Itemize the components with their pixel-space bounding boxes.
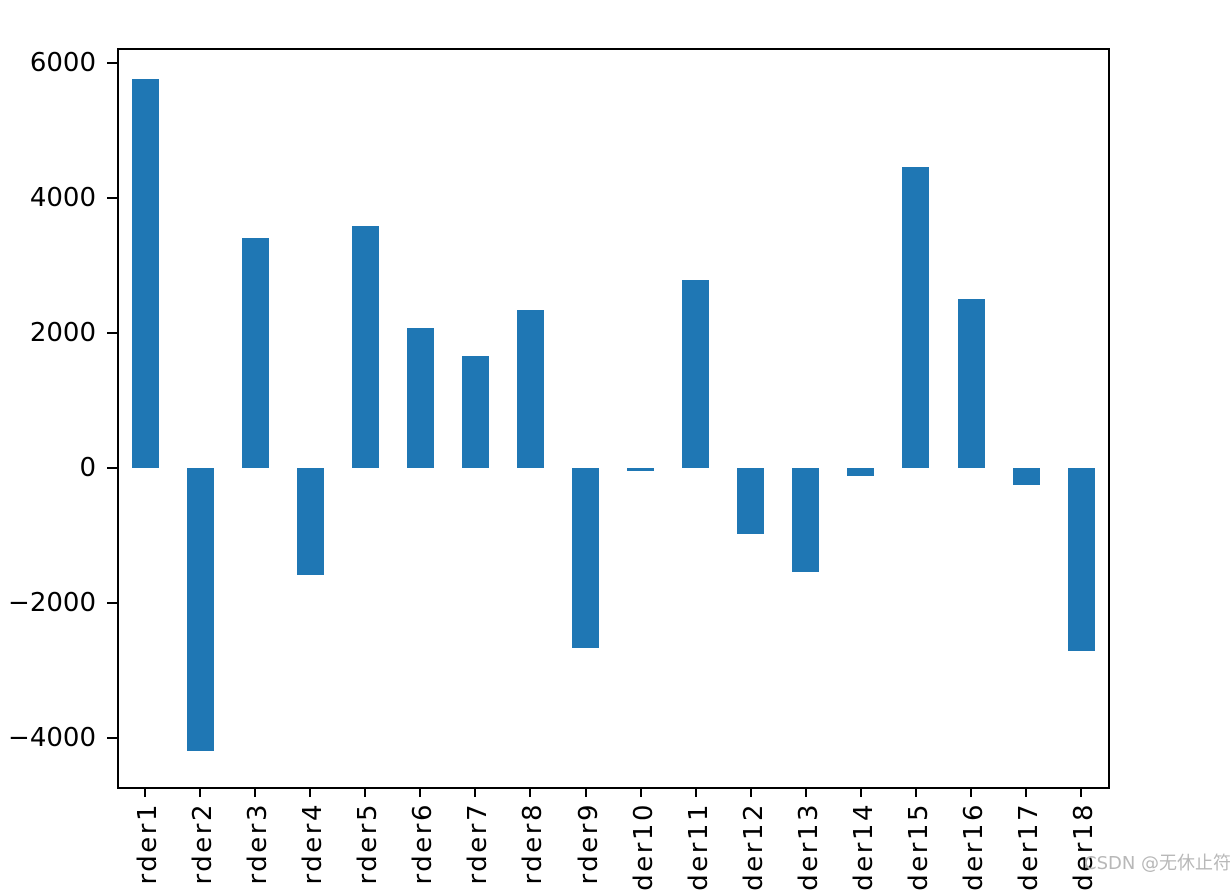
x-tick-rder7 <box>474 789 477 797</box>
x-tick-der18 <box>1080 789 1083 797</box>
y-tick-2000 <box>107 331 117 334</box>
x-tick-label-der16: der16 <box>959 802 990 891</box>
x-tick-label-rder4: rder4 <box>298 802 329 885</box>
x-tick-der12 <box>749 789 752 797</box>
x-tick-label-der15: der15 <box>903 802 934 891</box>
bar-rder5 <box>351 225 379 468</box>
x-tick-der17 <box>1025 789 1028 797</box>
x-tick-label-rder9: rder9 <box>573 802 604 885</box>
x-tick-rder1 <box>144 789 146 797</box>
bar-rder2 <box>186 467 214 752</box>
x-tick-der13 <box>804 789 807 797</box>
x-tick-rder8 <box>529 789 532 797</box>
bar-der17 <box>1012 467 1040 485</box>
x-tick-label-der17: der17 <box>1014 802 1045 891</box>
x-tick-label-der11: der11 <box>683 802 714 891</box>
y-tick-label--4000: −4000 <box>8 722 96 753</box>
y-tick-0 <box>107 466 117 469</box>
x-tick-rder5 <box>364 789 367 797</box>
bar-der12 <box>737 467 765 535</box>
x-tick-label-der14: der14 <box>848 802 879 891</box>
bar-rder7 <box>461 355 489 468</box>
x-tick-rder2 <box>199 789 202 797</box>
y-tick-6000 <box>107 61 117 64</box>
y-tick--4000 <box>107 736 117 739</box>
x-tick-label-rder2: rder2 <box>188 802 219 885</box>
bar-der11 <box>682 279 710 468</box>
bar-rder6 <box>406 327 434 468</box>
x-tick-der15 <box>914 789 917 797</box>
bar-der10 <box>627 467 655 472</box>
bar-der13 <box>792 467 820 573</box>
x-tick-der14 <box>859 789 862 797</box>
bar-der18 <box>1067 467 1095 651</box>
y-tick-label--2000: −2000 <box>8 587 96 618</box>
x-tick-label-rder1: rder1 <box>133 802 163 885</box>
y-tick-label-4000: 4000 <box>29 182 96 213</box>
bar-rder9 <box>572 467 600 649</box>
bar-rder4 <box>296 467 324 576</box>
x-tick-rder9 <box>584 789 587 797</box>
x-tick-label-rder7: rder7 <box>463 802 494 885</box>
x-tick-rder4 <box>309 789 312 797</box>
bar-der16 <box>957 299 985 468</box>
bar-rder3 <box>241 238 269 468</box>
x-tick-rder6 <box>419 789 422 797</box>
y-tick--2000 <box>107 601 117 604</box>
x-tick-label-rder6: rder6 <box>408 802 439 885</box>
y-tick-label-2000: 2000 <box>29 317 96 348</box>
x-tick-der10 <box>639 789 642 797</box>
watermark: CSDN @无休止符 <box>1084 853 1232 874</box>
x-tick-der16 <box>970 789 973 797</box>
x-tick-label-der10: der10 <box>628 802 659 891</box>
x-tick-label-der18: der18 <box>1069 802 1100 891</box>
x-tick-label-rder8: rder8 <box>518 802 549 885</box>
bar-rder1 <box>131 78 159 468</box>
y-tick-label-0: 0 <box>79 452 96 483</box>
x-tick-label-rder5: rder5 <box>353 802 384 885</box>
x-tick-label-der12: der12 <box>738 802 769 891</box>
x-tick-rder3 <box>254 789 257 797</box>
bar-der15 <box>902 166 930 468</box>
x-tick-label-der13: der13 <box>793 802 824 891</box>
bar-der14 <box>847 467 875 477</box>
plot-area <box>117 48 1110 789</box>
x-tick-label-rder3: rder3 <box>243 802 274 885</box>
bar-rder8 <box>516 310 544 468</box>
y-tick-label-6000: 6000 <box>29 47 96 78</box>
x-tick-der11 <box>694 789 697 797</box>
y-tick-4000 <box>107 196 117 199</box>
